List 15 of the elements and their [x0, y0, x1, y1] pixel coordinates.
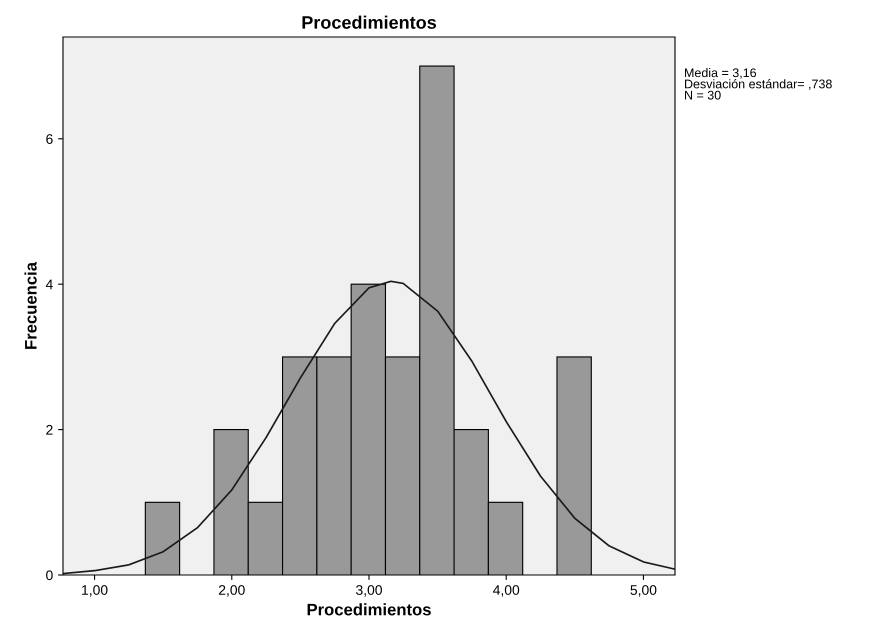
- y-tick-label: 6: [46, 134, 53, 144]
- x-axis-title: Procedimientos: [308, 603, 431, 616]
- x-tick-label: 3,00: [356, 585, 382, 597]
- text: Media = 3,16: [685, 68, 756, 79]
- text: Desviación estándar= ,738: [685, 79, 832, 90]
- x-tick-label: 4,00: [493, 585, 520, 597]
- text: N = 30: [685, 90, 721, 100]
- x-tick-label: 5,00: [630, 585, 656, 597]
- chart-title: Procedimientos: [302, 16, 436, 29]
- y-tick-label: 2: [46, 424, 53, 435]
- y-tick-label: 4: [46, 280, 53, 290]
- x-tick-label: 2,00: [218, 585, 245, 597]
- y-tick-label: 0: [46, 570, 53, 580]
- y-axis-title: Frecuencia: [24, 262, 37, 349]
- x-tick-label: 1,00: [82, 585, 108, 597]
